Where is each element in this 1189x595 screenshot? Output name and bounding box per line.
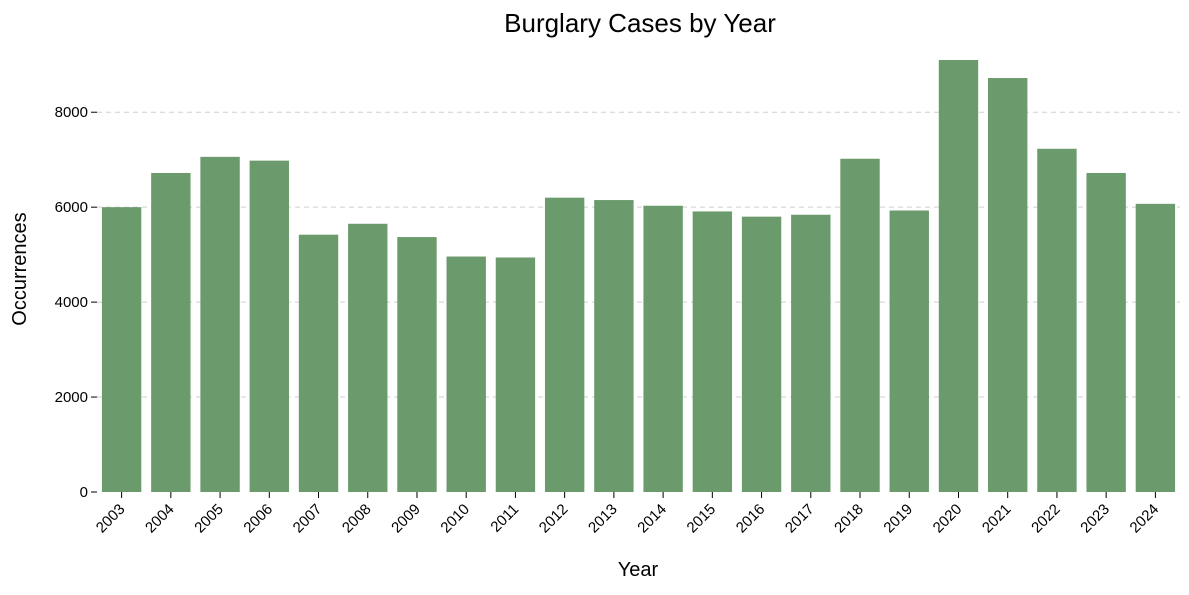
x-axis: 2003 2004 2005 2006 2007 2008 2009 2010 2011 2012…: [93, 492, 1162, 536]
chart-title: Burglary Cases by Year: [504, 8, 776, 38]
x-tick-label-2023: 2023: [1077, 501, 1113, 537]
y-tick-label: 6000: [55, 199, 88, 216]
bar-2007: [298, 234, 339, 492]
x-axis-label: Year: [618, 559, 659, 581]
bar-2008: [348, 223, 388, 492]
x-tick-label-2009: 2009: [388, 501, 424, 537]
bar-2018: [840, 158, 880, 492]
bar-2021: [988, 78, 1028, 493]
bar-2005: [200, 156, 240, 492]
bar-2004: [151, 172, 191, 492]
x-tick-label-2021: 2021: [979, 501, 1015, 537]
x-tick-label-2024: 2024: [1127, 501, 1163, 537]
bar-2024: [1135, 203, 1176, 493]
x-tick-label-2012: 2012: [536, 501, 572, 537]
bar-2023: [1086, 172, 1126, 492]
bar-2011: [495, 257, 536, 492]
x-tick-label-2022: 2022: [1028, 501, 1064, 537]
y-axis-label: Occurrences: [9, 212, 31, 325]
x-tick-label-2010: 2010: [437, 501, 473, 537]
y-tick-label: 8000: [55, 104, 88, 121]
bar-2009: [397, 237, 437, 492]
bar-2014: [643, 205, 683, 492]
y-tick-label: 0: [80, 484, 88, 501]
x-tick-label-2011: 2011: [487, 501, 522, 536]
bar-2017: [791, 214, 831, 492]
x-tick-label-2015: 2015: [684, 501, 720, 537]
y-axis: 0 2000 4000 6000 8000: [55, 104, 97, 501]
x-tick-label-2013: 2013: [585, 501, 621, 537]
bar-2006: [249, 160, 289, 492]
x-tick-label-2018: 2018: [831, 501, 867, 537]
x-tick-label-2017: 2017: [782, 501, 818, 537]
x-tick-label-2019: 2019: [880, 501, 916, 537]
bar-2015: [692, 211, 733, 492]
x-tick-label-2016: 2016: [733, 501, 769, 537]
bar-2010: [446, 256, 486, 492]
y-tick-label: 2000: [55, 389, 88, 406]
x-tick-label-2014: 2014: [634, 501, 670, 537]
x-tick-label-2006: 2006: [241, 501, 277, 537]
bar-2022: [1037, 148, 1077, 492]
bar-2003: [101, 207, 142, 492]
bar-2016: [741, 216, 782, 492]
bar-2020: [938, 60, 979, 492]
x-tick-label-2003: 2003: [93, 501, 129, 537]
x-tick-label-2008: 2008: [339, 501, 375, 537]
bar-2019: [889, 210, 929, 492]
bar-2012: [544, 197, 585, 492]
x-tick-label-2007: 2007: [290, 501, 326, 537]
x-tick-label-2004: 2004: [142, 501, 178, 537]
y-tick-label: 4000: [55, 294, 88, 311]
x-tick-label-2005: 2005: [191, 501, 227, 537]
x-tick-label-2020: 2020: [930, 501, 966, 537]
bar-2013: [594, 200, 634, 493]
bars: [101, 60, 1176, 493]
